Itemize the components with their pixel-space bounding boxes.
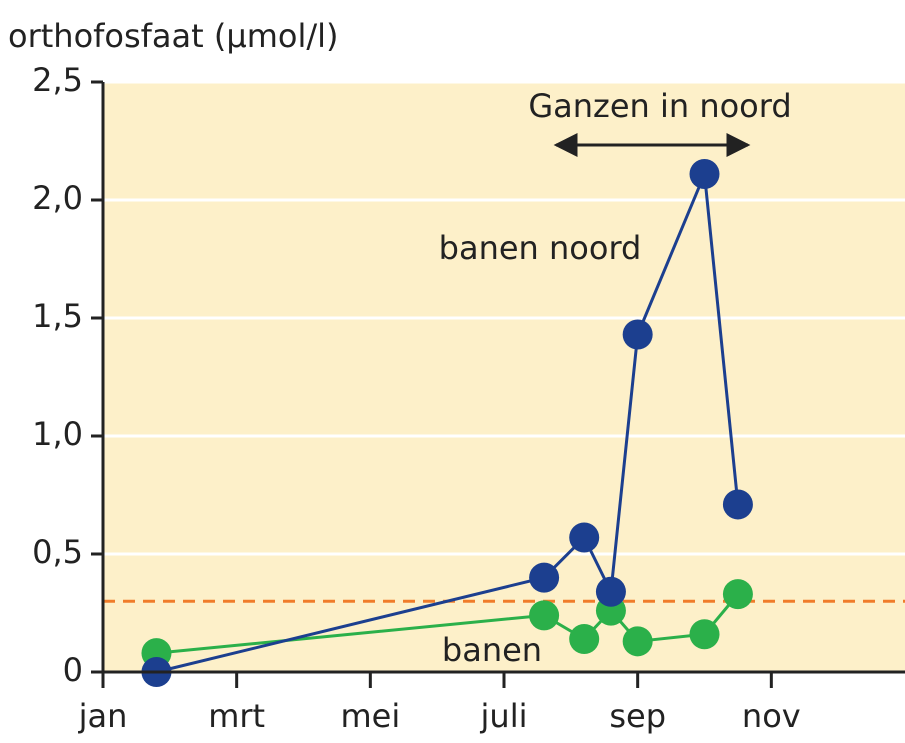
y-tick-label: 2,5 xyxy=(32,61,83,99)
x-tick-label: mrt xyxy=(208,697,265,735)
data-point xyxy=(722,579,753,610)
annotation: Ganzen in noord xyxy=(528,87,791,125)
y-tick-label: 2,0 xyxy=(32,179,83,217)
data-point xyxy=(622,319,653,350)
y-tick-label: 0,5 xyxy=(32,533,83,571)
chart-title: orthofosfaat (µmol/l) xyxy=(8,17,339,55)
series-label: banen noord xyxy=(439,229,642,267)
data-point xyxy=(529,600,560,631)
y-tick-label: 0 xyxy=(63,651,83,689)
data-point xyxy=(622,626,653,657)
x-tick-label: juli xyxy=(480,697,528,735)
data-point xyxy=(595,576,626,607)
data-point xyxy=(689,619,720,650)
y-tick-label: 1,5 xyxy=(32,297,83,335)
data-point xyxy=(529,562,560,593)
data-point xyxy=(569,522,600,553)
data-point xyxy=(689,159,720,190)
x-tick-label: sep xyxy=(609,697,666,735)
x-tick-label: mei xyxy=(340,697,400,735)
data-point xyxy=(569,623,600,654)
plot-area xyxy=(103,82,905,672)
x-tick-label: nov xyxy=(742,697,801,735)
y-tick-label: 1,0 xyxy=(32,415,83,453)
series-label: banen xyxy=(442,631,542,669)
data-point xyxy=(722,489,753,520)
x-tick-label: jan xyxy=(78,697,128,735)
